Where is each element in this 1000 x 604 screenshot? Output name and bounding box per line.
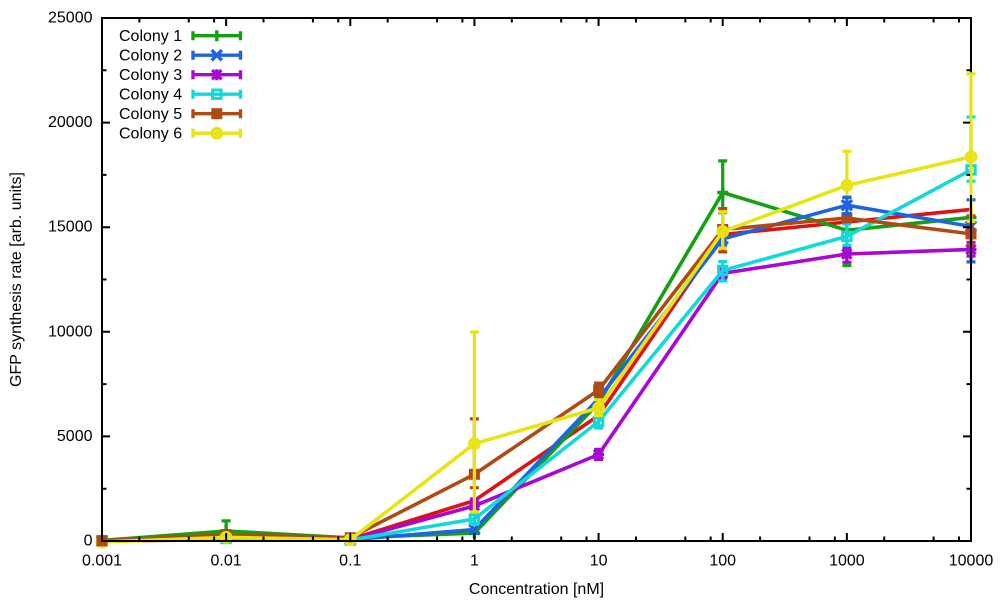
svg-text:Colony 3: Colony 3 (119, 67, 182, 84)
svg-text:0: 0 (84, 533, 93, 550)
svg-text:Colony 1: Colony 1 (119, 28, 182, 45)
svg-text:0.1: 0.1 (339, 553, 361, 570)
svg-text:10000: 10000 (48, 323, 93, 340)
svg-text:10: 10 (590, 553, 608, 570)
svg-text:0.01: 0.01 (211, 553, 242, 570)
svg-text:10000: 10000 (949, 553, 994, 570)
svg-text:Colony 5: Colony 5 (119, 106, 182, 123)
svg-text:1000: 1000 (829, 553, 865, 570)
svg-text:1: 1 (470, 553, 479, 570)
svg-text:Concentration [nM]: Concentration [nM] (469, 581, 604, 598)
svg-text:20000: 20000 (48, 114, 93, 131)
svg-text:Colony 4: Colony 4 (119, 87, 182, 104)
svg-text:100: 100 (709, 553, 736, 570)
svg-text:0.001: 0.001 (82, 553, 122, 570)
svg-text:Colony 6: Colony 6 (119, 126, 182, 143)
svg-text:GFP synthesis rate [arb. units: GFP synthesis rate [arb. units] (8, 172, 25, 387)
svg-text:15000: 15000 (48, 219, 93, 236)
svg-text:5000: 5000 (57, 428, 93, 445)
svg-text:25000: 25000 (48, 10, 93, 27)
svg-text:Colony 2: Colony 2 (119, 48, 182, 65)
